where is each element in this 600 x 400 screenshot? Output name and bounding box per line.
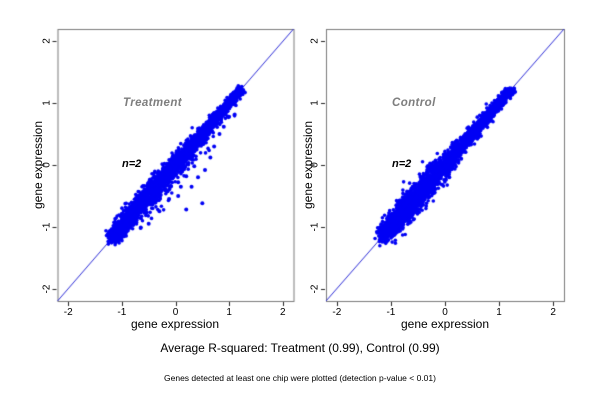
y-tick-label: 0 xyxy=(309,162,321,168)
x-tick-label: -2 xyxy=(63,307,73,318)
panel-label-control: Control xyxy=(392,97,436,109)
x-tick-label: 1 xyxy=(496,307,502,318)
x-tick-label: 2 xyxy=(279,307,286,318)
y-tick-label: 1 xyxy=(309,100,321,106)
annotation-n-right: n=2 xyxy=(392,158,412,170)
x-tick-label: 1 xyxy=(226,307,232,318)
y-tick-label: 1 xyxy=(41,100,52,106)
x-tick-label: 0 xyxy=(442,307,448,318)
y-tick-label: 0 xyxy=(41,162,52,168)
footnote: Genes detected at least one chip were pl… xyxy=(164,373,436,383)
y-tick-label: 2 xyxy=(41,38,52,45)
x-tick-label: -1 xyxy=(117,307,127,318)
y-tick-label: -2 xyxy=(41,284,52,294)
caption: Average R-squared: Treatment (0.99), Con… xyxy=(160,341,440,355)
x-axis-label-right: gene expression xyxy=(400,317,490,331)
x-axis-label-left: gene expression xyxy=(130,317,220,331)
x-tick-label: 0 xyxy=(172,307,179,318)
panel-label-treatment: Treatment xyxy=(123,97,182,109)
y-tick-label: 2 xyxy=(309,38,321,45)
x-tick-label: -1 xyxy=(386,307,396,318)
x-tick-label: -2 xyxy=(332,307,342,318)
x-tick-label: 2 xyxy=(550,307,556,318)
y-tick-label: -1 xyxy=(41,222,52,232)
y-tick-label: -2 xyxy=(309,284,321,294)
annotation-n-left: n=2 xyxy=(122,158,142,170)
y-tick-label: -1 xyxy=(309,222,321,232)
